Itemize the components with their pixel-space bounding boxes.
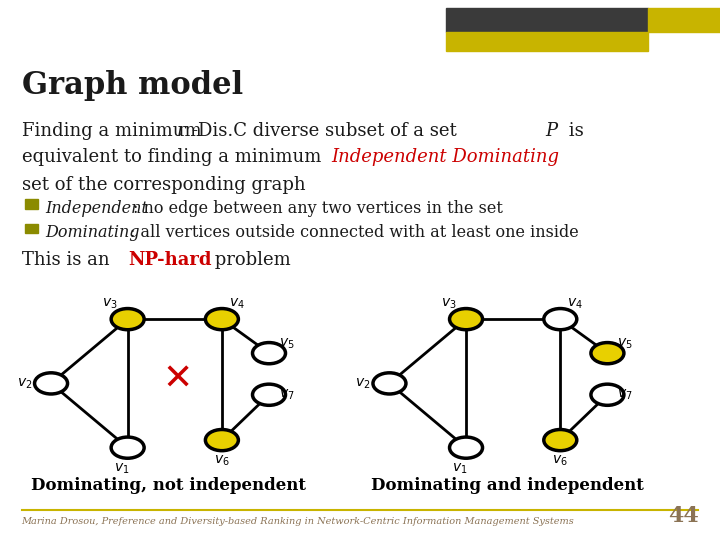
Text: $v_6$: $v_6$ — [214, 454, 230, 468]
Text: equivalent to finding a minimum: equivalent to finding a minimum — [22, 148, 327, 166]
Text: $v_5$: $v_5$ — [279, 336, 294, 351]
Text: NP-hard: NP-hard — [128, 251, 212, 269]
Text: $v_1$: $v_1$ — [114, 461, 130, 476]
Circle shape — [544, 429, 577, 451]
Text: $v_2$: $v_2$ — [17, 376, 32, 390]
Text: $v_4$: $v_4$ — [229, 297, 245, 311]
Text: Finding a minimum: Finding a minimum — [22, 122, 207, 139]
Text: is: is — [563, 122, 584, 139]
Circle shape — [111, 308, 144, 330]
Text: $v_5$: $v_5$ — [617, 336, 633, 351]
Text: Dominating: Dominating — [45, 224, 140, 241]
Text: Dominating and independent: Dominating and independent — [371, 477, 644, 494]
Text: Marina Drosou, Preference and Diversity-based Ranking in Network-Centric Informa: Marina Drosou, Preference and Diversity-… — [22, 517, 575, 526]
Circle shape — [35, 373, 68, 394]
Circle shape — [544, 308, 577, 330]
Text: $v_7$: $v_7$ — [617, 388, 633, 402]
Bar — [25, 224, 38, 233]
Circle shape — [591, 384, 624, 406]
Circle shape — [591, 342, 624, 364]
Circle shape — [205, 429, 238, 451]
Text: $v_2$: $v_2$ — [355, 376, 371, 390]
Circle shape — [205, 308, 238, 330]
Bar — [25, 199, 38, 209]
Text: set of the corresponding graph: set of the corresponding graph — [22, 176, 305, 193]
Text: $v_3$: $v_3$ — [102, 297, 118, 311]
Bar — [446, 8, 648, 32]
Text: $v_7$: $v_7$ — [279, 388, 294, 402]
Bar — [446, 32, 648, 51]
Text: r: r — [176, 122, 185, 139]
Text: P: P — [545, 122, 557, 139]
Text: : all vertices outside connected with at least one inside: : all vertices outside connected with at… — [130, 224, 578, 241]
Text: ✕: ✕ — [163, 363, 193, 396]
Text: Independent Dominating: Independent Dominating — [331, 148, 559, 166]
Text: Dominating, not independent: Dominating, not independent — [32, 477, 307, 494]
Circle shape — [253, 384, 286, 406]
Text: $v_3$: $v_3$ — [441, 297, 456, 311]
Text: : no edge between any two vertices in the set: : no edge between any two vertices in th… — [133, 200, 503, 217]
Text: -Dis.C diverse subset of a set: -Dis.C diverse subset of a set — [192, 122, 463, 139]
Text: 44: 44 — [667, 504, 698, 526]
Text: $v_1$: $v_1$ — [452, 461, 468, 476]
Text: $v_4$: $v_4$ — [567, 297, 583, 311]
Bar — [648, 8, 720, 32]
Circle shape — [449, 308, 482, 330]
Text: This is an: This is an — [22, 251, 115, 269]
Text: Graph model: Graph model — [22, 70, 243, 101]
Circle shape — [253, 342, 286, 364]
Text: Independent: Independent — [45, 200, 148, 217]
Circle shape — [373, 373, 406, 394]
Text: problem: problem — [209, 251, 291, 269]
Circle shape — [449, 437, 482, 458]
Circle shape — [111, 437, 144, 458]
Text: $v_6$: $v_6$ — [552, 454, 568, 468]
